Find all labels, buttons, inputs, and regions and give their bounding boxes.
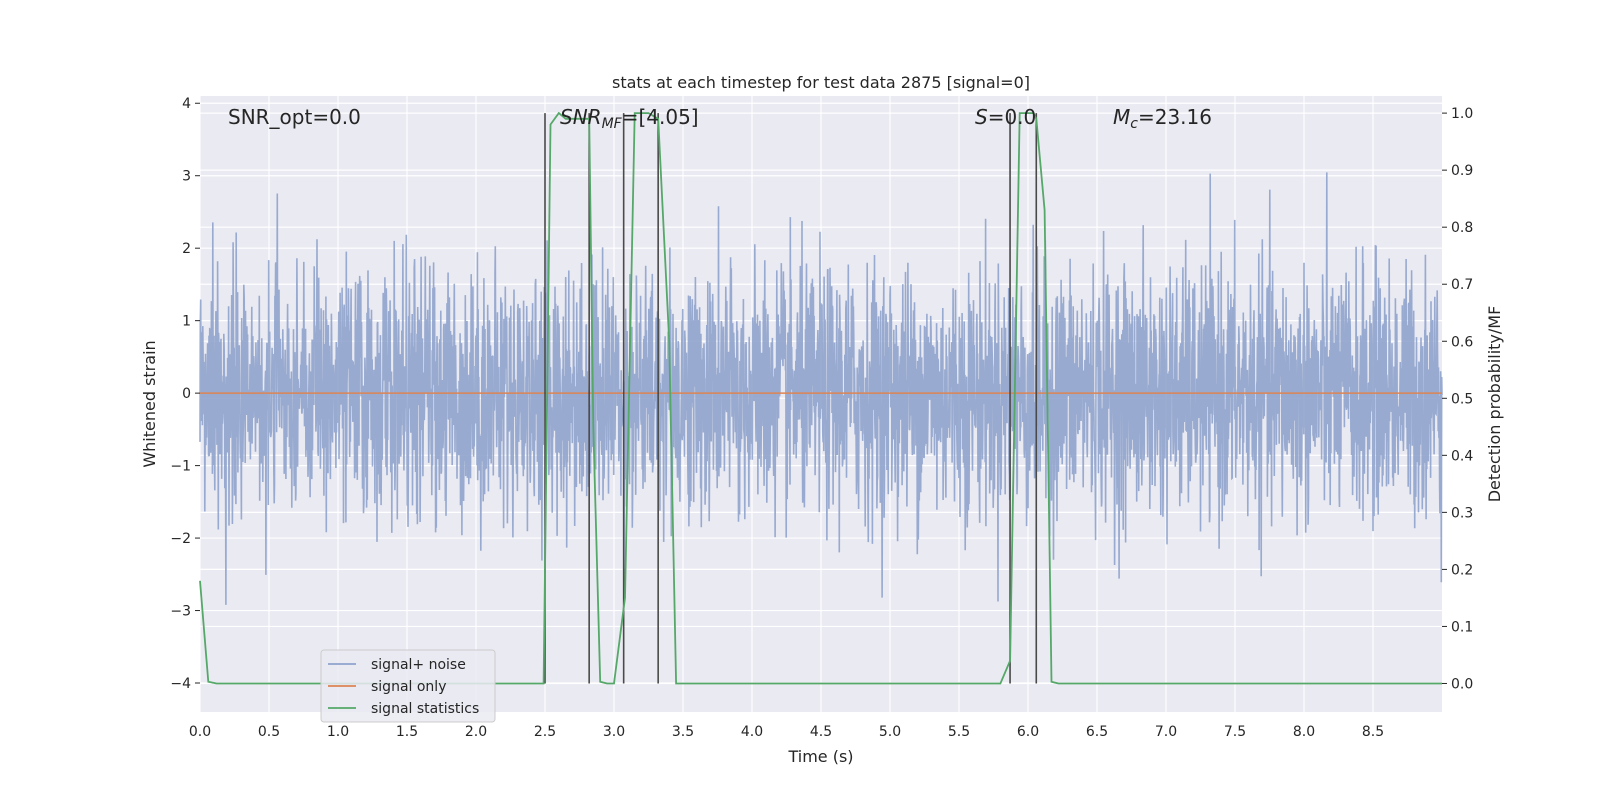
annotation-mc-main: M xyxy=(1113,105,1130,129)
x-axis-label: Time (s) xyxy=(787,747,853,766)
chart-title: stats at each timestep for test data 287… xyxy=(612,73,1030,92)
y-right-tick-label: 0.3 xyxy=(1451,505,1473,521)
y-right-tick-label: 0.0 xyxy=(1451,676,1473,692)
y-axis-left-ticks: 4 3 2 1 0 −1 −2 −3 −4 xyxy=(170,96,200,692)
legend-label-signal-noise: signal+ noise xyxy=(371,657,466,673)
series-line-signal-statistics xyxy=(199,111,1442,685)
annotation-s-value: =0.0 xyxy=(988,105,1037,129)
x-tick-label: 2.5 xyxy=(534,724,556,740)
series-line-signal-noise xyxy=(199,172,1443,605)
y-left-tick-label: 1 xyxy=(182,314,191,330)
x-tick-label: 1.0 xyxy=(327,724,349,740)
legend-box xyxy=(320,649,496,723)
x-tick-label: 7.5 xyxy=(1224,724,1246,740)
y-left-tick-label: 0 xyxy=(182,386,191,402)
legend: signal+ noise signal only signal statist… xyxy=(320,649,496,723)
y-axis-right-ticks: 1.0 0.9 0.8 0.7 0.6 0.5 0.4 0.3 0.2 0.1 0.0 xyxy=(1442,106,1473,692)
annotation-snr-mf: SNRMF=[4.05] xyxy=(560,105,699,132)
annotation-snr-mf-main: SNR xyxy=(560,105,602,129)
y-right-tick-label: 0.9 xyxy=(1451,163,1473,179)
y-right-tick-label: 0.7 xyxy=(1451,277,1473,293)
y-left-tick-label: 3 xyxy=(182,169,191,185)
x-tick-label: 3.0 xyxy=(603,724,625,740)
x-tick-label: 5.5 xyxy=(948,724,970,740)
x-tick-label: 5.0 xyxy=(879,724,901,740)
annotation-mc-value: =23.16 xyxy=(1138,105,1212,129)
y-right-tick-label: 0.5 xyxy=(1451,391,1473,407)
x-tick-label: 7.0 xyxy=(1155,724,1177,740)
y-left-tick-label: 2 xyxy=(182,241,191,257)
annotation-snr-mf-sub: MF xyxy=(602,116,623,132)
y-left-tick-label: 4 xyxy=(182,96,191,112)
y-left-tick-label: −2 xyxy=(170,531,191,547)
x-tick-label: 2.0 xyxy=(465,724,487,740)
y-left-tick-label: −1 xyxy=(170,459,191,475)
x-axis-ticks: 0.0 0.5 1.0 1.5 2.0 2.5 3.0 3.5 4.0 4.5 5.0 5.5 6.0 6… xyxy=(189,724,1384,740)
x-tick-label: 4.0 xyxy=(741,724,763,740)
y-right-tick-label: 0.1 xyxy=(1451,619,1473,635)
x-tick-label: 3.5 xyxy=(672,724,694,740)
x-tick-label: 0.5 xyxy=(258,724,280,740)
x-tick-label: 8.5 xyxy=(1362,724,1384,740)
annotation-snr-opt: SNR_opt=0.0 xyxy=(228,105,361,129)
y-left-tick-label: −4 xyxy=(170,676,191,692)
y-right-tick-label: 0.6 xyxy=(1451,334,1473,350)
y-axis-left-label: Whitened strain xyxy=(140,340,159,467)
series-signal-statistics xyxy=(199,111,1442,685)
annotation-s: S=0.0 xyxy=(975,105,1036,129)
x-tick-label: 1.5 xyxy=(396,724,418,740)
y-axis-right-label: Detection probability/MF xyxy=(1485,306,1504,503)
annotation-mc: Mc=23.16 xyxy=(1113,105,1212,132)
y-right-tick-label: 0.4 xyxy=(1451,448,1473,464)
annotation-mc-sub: c xyxy=(1130,116,1138,132)
annotation-snr-mf-value: =[4.05] xyxy=(622,105,699,129)
legend-label-signal-statistics: signal statistics xyxy=(371,701,479,717)
x-tick-label: 8.0 xyxy=(1293,724,1315,740)
x-tick-label: 4.5 xyxy=(810,724,832,740)
x-tick-label: 0.0 xyxy=(189,724,211,740)
x-tick-label: 6.0 xyxy=(1017,724,1039,740)
annotation-s-main: S xyxy=(975,105,988,129)
series-signal-noise xyxy=(199,172,1443,605)
legend-label-signal-only: signal only xyxy=(371,679,446,695)
y-right-tick-label: 1.0 xyxy=(1451,106,1473,122)
y-right-tick-label: 0.8 xyxy=(1451,220,1473,236)
y-right-tick-label: 0.2 xyxy=(1451,562,1473,578)
x-tick-label: 6.5 xyxy=(1086,724,1108,740)
y-left-tick-label: −3 xyxy=(170,604,191,620)
